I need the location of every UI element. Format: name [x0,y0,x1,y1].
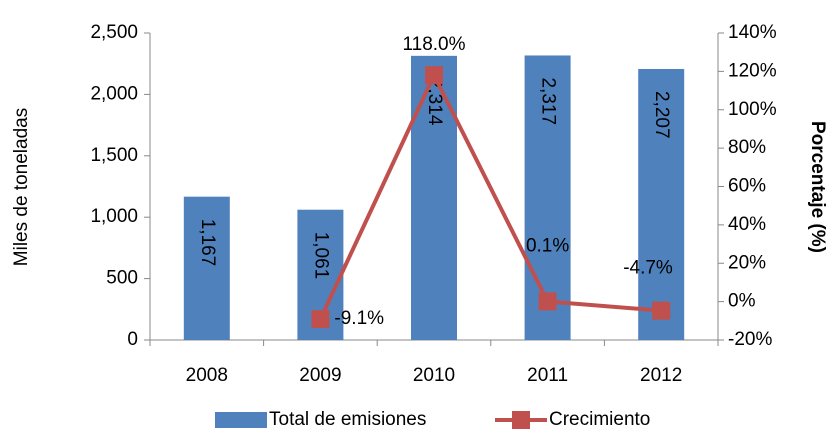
x-tick-label: 2008 [186,365,228,386]
line [318,70,662,320]
line-marker [652,301,671,320]
y-tick-label: 0 [127,329,138,350]
line-value-label: 118.0% [402,34,465,55]
x-tick-label: 2011 [527,365,568,386]
line-value-label: -9.1% [334,308,384,329]
y2-tick-label: 140% [728,22,777,43]
y-tick-label: 500 [106,268,138,289]
bar-value-label: 1,167 [197,219,218,267]
y2-tick-label: 20% [728,252,766,273]
line-marker [425,66,443,85]
x-tick-label: 2010 [413,365,455,386]
legend-swatch [512,411,530,429]
y-axis-title: Miles de toneladas [11,108,32,266]
bar [183,196,230,340]
legend-swatch [215,412,267,428]
y-tick-label: 1,000 [90,206,138,227]
line-value-label: -4.7% [623,258,673,279]
y2-tick-label: 40% [728,214,766,235]
line-marker [311,310,330,329]
y2-tick-label: 60% [728,176,766,197]
bar-value-label: 1,061 [310,232,331,280]
y2-tick-label: -20% [728,329,772,350]
y-tick-label: 1,500 [90,145,138,166]
bar-value-label: 2,317 [538,77,559,125]
line-value-label: 0.1% [526,235,569,256]
legend-label: Crecimiento [549,409,650,430]
bar-value-label: 2,207 [651,91,672,139]
y2-tick-label: 0% [728,291,756,312]
bar-value-label: 2,314 [424,78,445,126]
y2-axis-title: Porcentaje (%) [807,121,828,253]
bar [638,68,685,340]
y-tick-label: 2,000 [90,83,138,104]
y2-tick-label: 80% [728,137,766,158]
y-tick-label: 2,500 [90,22,138,43]
x-tick-label: 2012 [640,365,682,386]
line-marker [538,292,557,311]
y2-tick-label: 120% [728,60,777,81]
legend-label: Total de emisiones [269,409,426,430]
x-tick-label: 2009 [299,365,341,386]
y2-tick-label: 100% [728,99,777,120]
